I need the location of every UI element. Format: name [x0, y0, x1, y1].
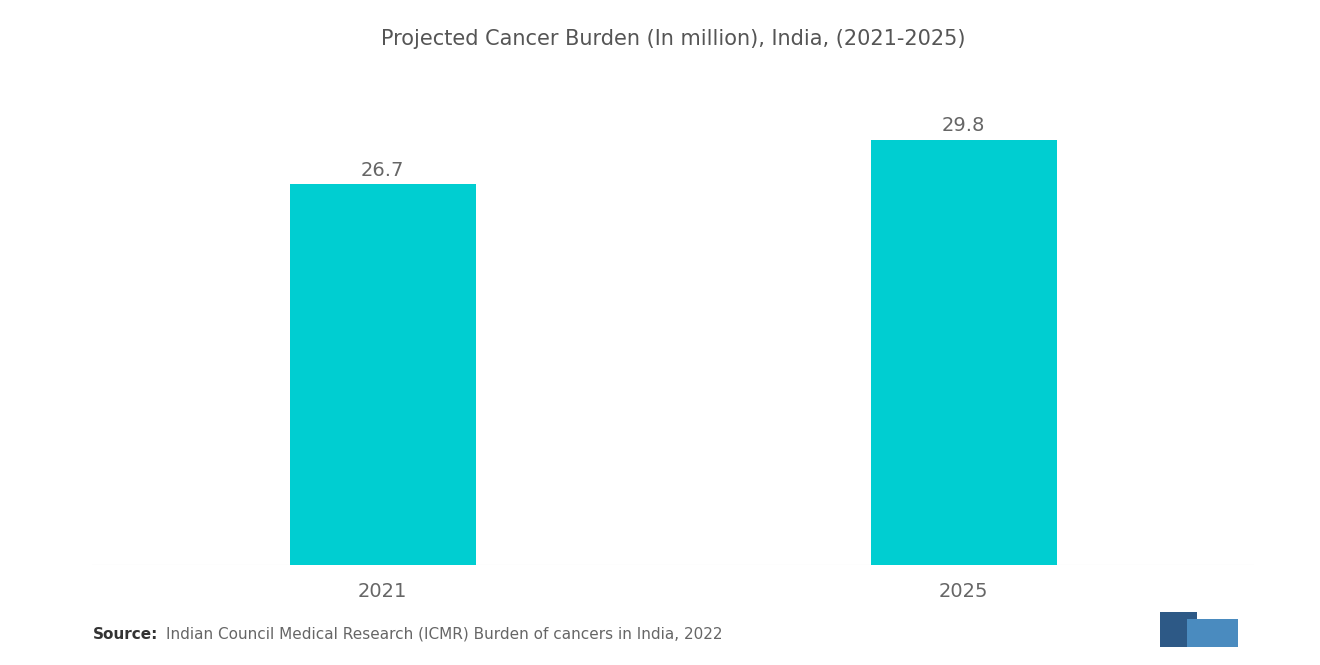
Text: Indian Council Medical Research (ICMR) Burden of cancers in India, 2022: Indian Council Medical Research (ICMR) B… — [166, 626, 723, 642]
Title: Projected Cancer Burden (In million), India, (2021-2025): Projected Cancer Burden (In million), In… — [381, 29, 965, 49]
Text: 26.7: 26.7 — [362, 161, 404, 180]
Text: Source:: Source: — [92, 626, 158, 642]
Bar — [290, 184, 475, 565]
Bar — [871, 140, 1056, 565]
FancyBboxPatch shape — [1188, 619, 1238, 647]
FancyBboxPatch shape — [1159, 612, 1196, 647]
Text: 29.8: 29.8 — [942, 116, 985, 136]
